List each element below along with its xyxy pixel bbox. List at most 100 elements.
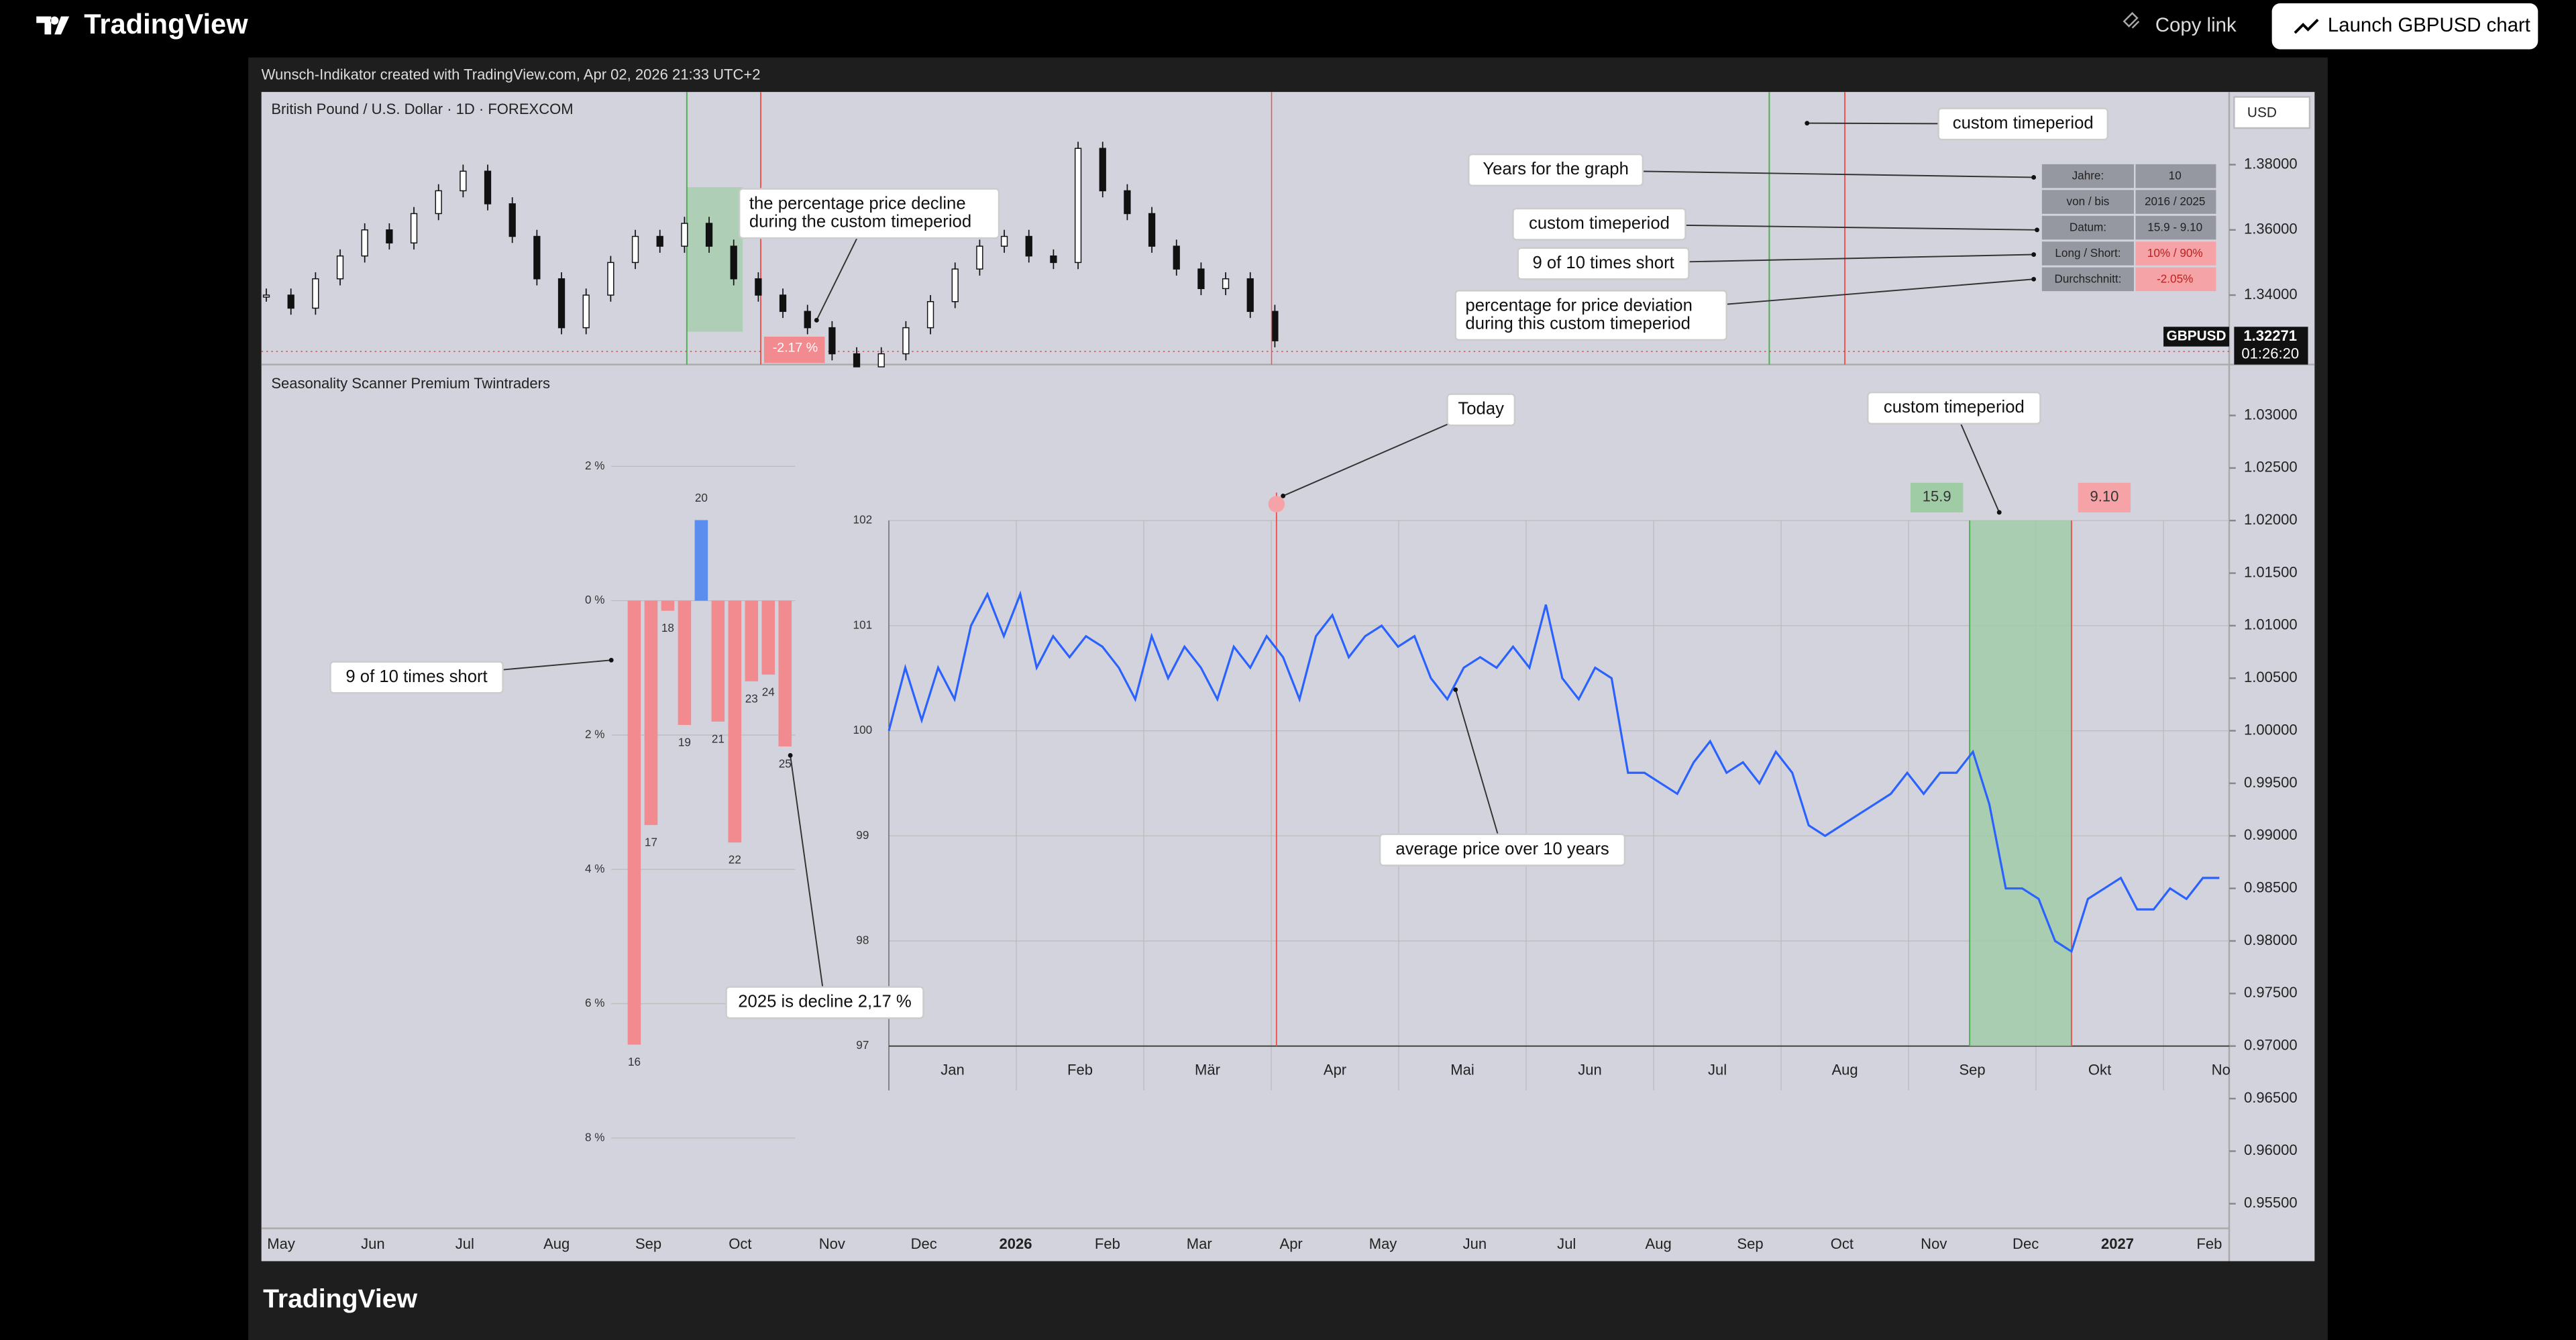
end-label: 9.10	[2090, 488, 2118, 505]
custom-period-shade	[1970, 520, 2072, 1046]
candle	[631, 235, 639, 264]
price-tick-label: 1.36000	[2244, 221, 2298, 237]
annotation-dot	[608, 657, 614, 663]
decline-label: -2.17 %	[773, 340, 818, 355]
table-value: 10% / 90%	[2147, 246, 2203, 260]
table-key: Durchschnitt:	[2054, 272, 2121, 286]
annotation: 9 of 10 times short	[345, 667, 487, 686]
table-key: Datum:	[2070, 221, 2106, 234]
candle	[533, 235, 541, 280]
table-cell	[2041, 190, 2134, 214]
candle	[902, 327, 910, 355]
table-key: von / bis	[2067, 194, 2110, 208]
candle	[730, 245, 737, 280]
annotation-dot	[2031, 276, 2037, 282]
candle	[1000, 235, 1008, 247]
currency-box[interactable]	[2233, 96, 2311, 129]
table-cell	[2135, 215, 2216, 240]
table-cell	[2135, 164, 2216, 188]
time-label: Jun	[1463, 1235, 1487, 1252]
indicator-tick-label: 0.95500	[2244, 1194, 2298, 1211]
last-price: 1.32271	[2243, 327, 2297, 344]
annotation-dot	[2031, 175, 2037, 180]
annotation: Years for the graph	[1483, 160, 1629, 178]
annotation-dot	[2035, 227, 2039, 233]
annotation-box	[1446, 393, 1516, 427]
annotation: 9 of 10 times short	[1532, 254, 1674, 272]
candle	[951, 268, 959, 302]
link-icon	[2123, 11, 2140, 29]
time-label: Aug	[1646, 1235, 1672, 1252]
line-tick-label: 98	[856, 934, 869, 947]
annotation: during the custom timeperiod	[749, 213, 971, 231]
time-label: Jul	[1557, 1235, 1576, 1252]
bar	[778, 600, 792, 746]
bar-tick-label: 2 %	[585, 727, 605, 740]
price-tick-label: 1.38000	[2244, 155, 2298, 172]
symbol-title: British Pound / U.S. Dollar · 1D · FOREX…	[271, 101, 573, 117]
watermark: Wunsch-Indikator created with TradingVie…	[262, 66, 761, 82]
candle	[312, 278, 319, 309]
footer-logo: TradingView	[263, 1285, 417, 1314]
launch-label[interactable]: Launch GBPUSD chart	[2328, 14, 2530, 36]
bar-tick-label: 0 %	[585, 593, 605, 606]
candle	[1025, 235, 1032, 257]
candle	[361, 229, 368, 257]
bar-label: 21	[712, 732, 724, 745]
month-label: Sep	[1959, 1061, 1985, 1078]
start-label: 15.9	[1923, 488, 1951, 505]
table-cell	[2041, 241, 2134, 266]
annotation: average price over 10 years	[1395, 840, 1609, 858]
candle	[386, 229, 393, 243]
candle	[262, 294, 270, 298]
candle	[976, 245, 983, 270]
bar	[694, 520, 708, 601]
indicator-tick-label: 1.01000	[2244, 616, 2298, 633]
line-tick-label: 99	[856, 828, 869, 842]
indicator-tick-label: 1.01500	[2244, 563, 2298, 580]
indicator-tick-label: 0.97000	[2244, 1037, 2298, 1054]
time-label: Mar	[1187, 1235, 1212, 1252]
candle	[1222, 278, 1230, 290]
last-price-box	[2234, 327, 2308, 365]
bar-tick-label: 2 %	[585, 459, 605, 472]
candle	[1099, 148, 1106, 192]
time-label: Jul	[455, 1235, 474, 1252]
annotation-box	[329, 661, 504, 694]
annotation-dot	[1805, 121, 1810, 126]
bar-label: 24	[762, 685, 775, 698]
bar-label: 19	[678, 735, 691, 748]
time-label: Jun	[361, 1235, 385, 1252]
annotation-box	[1512, 207, 1686, 241]
time-label: Apr	[1280, 1235, 1303, 1252]
annotation: percentage for price deviation	[1465, 296, 1692, 315]
candle	[877, 353, 885, 368]
time-label: May	[267, 1235, 295, 1252]
logo: TradingView	[84, 8, 248, 40]
bar	[711, 600, 725, 722]
month-label: Mär	[1195, 1061, 1220, 1078]
time-label: Aug	[543, 1235, 570, 1252]
table-cell	[2135, 267, 2216, 292]
annotation-dot	[788, 752, 793, 758]
annotation: during this custom timeperiod	[1465, 314, 1690, 333]
bar-tick-label: 6 %	[585, 996, 605, 1009]
annotation-pointer	[790, 755, 826, 1003]
candle	[853, 353, 861, 368]
indicator-tick-label: 0.98500	[2244, 879, 2298, 895]
indicator-tick-label: 1.02500	[2244, 459, 2298, 476]
candle	[435, 190, 442, 215]
copy-link[interactable]: Copy link	[2155, 14, 2237, 36]
month-label: No	[2212, 1061, 2231, 1078]
annotation-box	[725, 986, 924, 1019]
launch-button[interactable]	[2271, 3, 2538, 50]
indicator-tick-label: 0.97500	[2244, 984, 2298, 1001]
time-label: Oct	[729, 1235, 751, 1252]
annotation-pointer	[1953, 408, 2000, 513]
bar-tick-label: 4 %	[585, 862, 605, 875]
candle	[460, 170, 467, 192]
table-cell	[2135, 190, 2216, 214]
time-label: Feb	[2196, 1235, 2222, 1252]
annotation: custom timeperiod	[1953, 114, 2094, 133]
